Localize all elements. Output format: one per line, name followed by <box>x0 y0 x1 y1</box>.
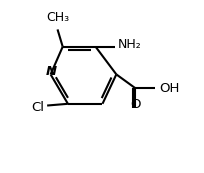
Text: NH₂: NH₂ <box>118 38 141 52</box>
Text: N: N <box>46 65 57 78</box>
Text: OH: OH <box>159 82 179 95</box>
Text: CH₃: CH₃ <box>46 11 69 24</box>
Text: Cl: Cl <box>31 101 44 114</box>
Text: O: O <box>130 98 140 111</box>
